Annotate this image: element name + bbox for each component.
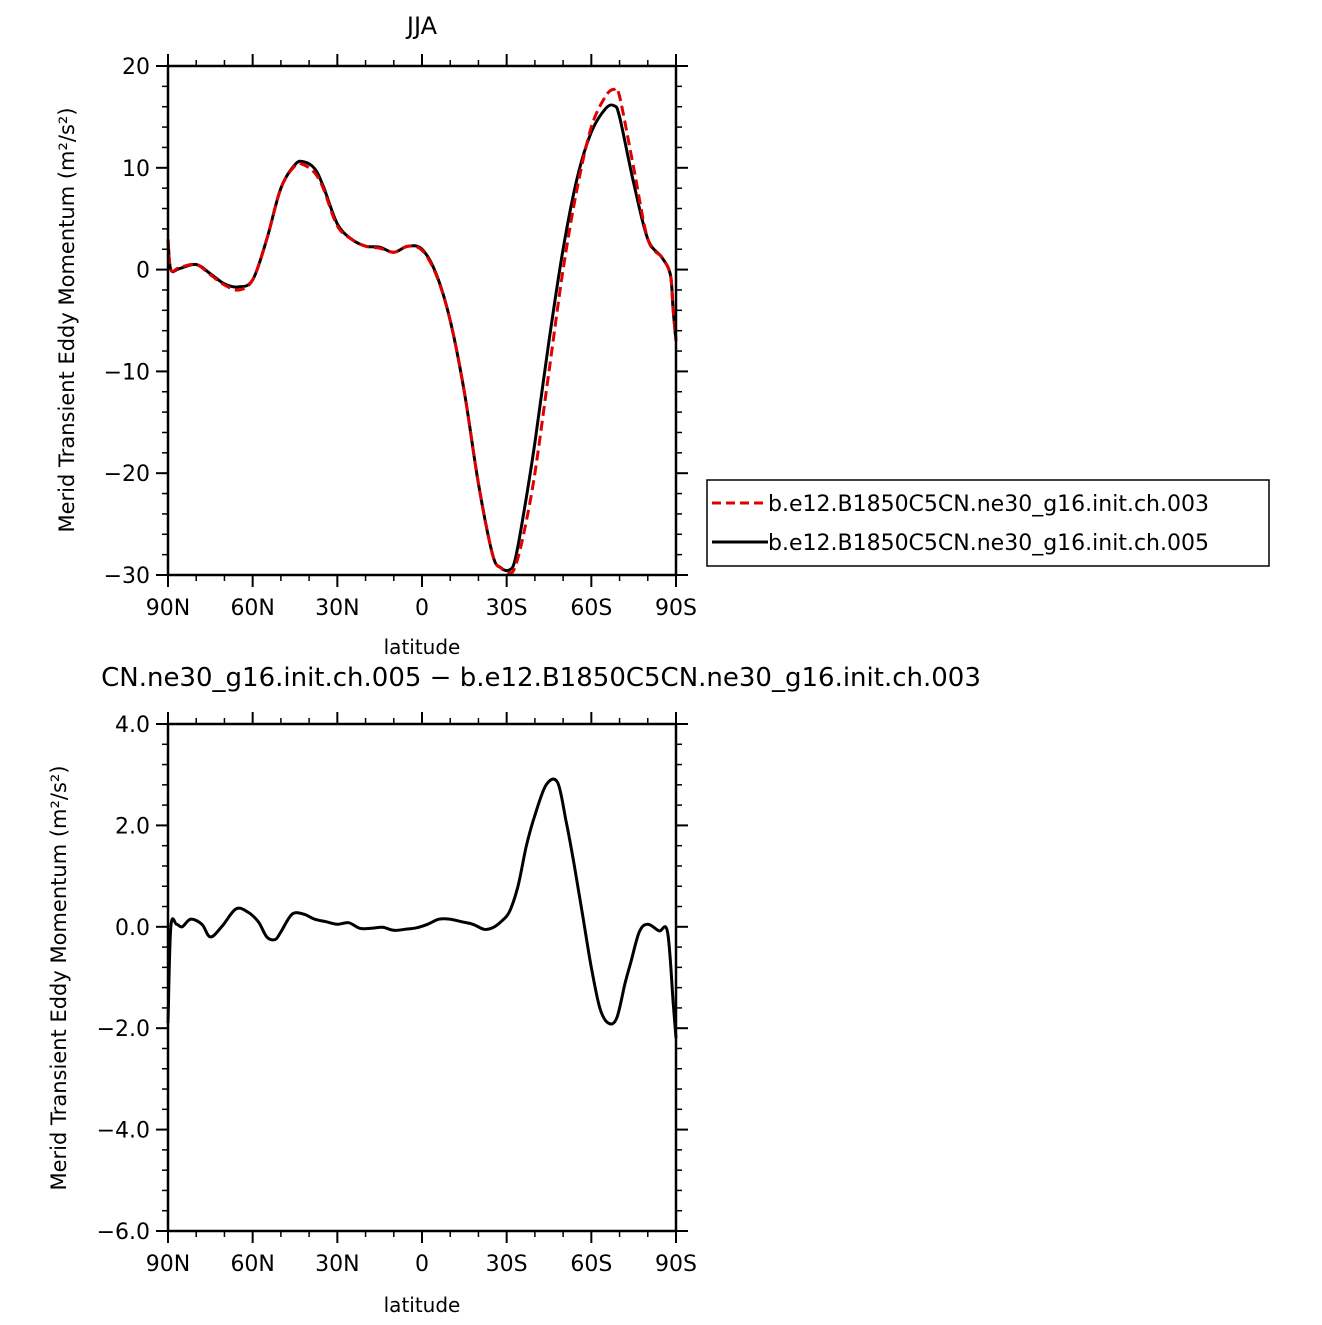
- bottom-y-tick-label: −4.0: [97, 1119, 150, 1144]
- bottom-x-tick-label: 30N: [315, 1252, 359, 1277]
- bottom-y-tick-label: −2.0: [97, 1017, 150, 1042]
- bottom-x-tick-label: 60N: [230, 1252, 274, 1277]
- top-title: JJA: [405, 12, 438, 40]
- top-panel: JJA 90N 60N 30N 0 30S 60S 90S 20 10 0 −10 −20 −30 la…: [55, 12, 697, 659]
- top-y-axis-label: Merid Transient Eddy Momentum (m²/s²): [55, 107, 79, 532]
- top-y-tick-label: 10: [122, 157, 150, 182]
- bottom-x-tick-label: 0: [415, 1252, 429, 1277]
- legend-label-005: b.e12.B1850C5CN.ne30_g16.init.ch.005: [768, 531, 1209, 556]
- top-plot-frame: [166, 64, 678, 577]
- legend-box: [706, 479, 1270, 567]
- legend-label-003: b.e12.B1850C5CN.ne30_g16.init.ch.003: [768, 492, 1209, 517]
- bottom-series-line-0: [166, 777, 678, 1039]
- bottom-y-tick-label: 4.0: [115, 713, 150, 738]
- bottom-ticks: 90N 60N 30N 0 30S 60S 90S 4.0 2.0 0.0 −2.0 −4.0 −6.0: [97, 712, 697, 1277]
- bottom-x-tick-label: 60S: [570, 1252, 612, 1277]
- top-series-line-1: [166, 103, 678, 573]
- top-series: [166, 86, 678, 575]
- bottom-title: CN.ne30_g16.init.ch.005 − b.e12.B1850C5C…: [101, 663, 981, 693]
- bottom-x-tick-label: 90S: [655, 1252, 697, 1277]
- top-x-tick-label: 60N: [230, 596, 274, 621]
- top-series-line-0: [166, 86, 678, 575]
- top-x-tick-label: 60S: [570, 596, 612, 621]
- top-y-tick-label: 20: [122, 55, 150, 80]
- top-x-tick-label: 30S: [486, 596, 528, 621]
- bottom-x-tick-label: 90N: [146, 1252, 190, 1277]
- bottom-panel: CN.ne30_g16.init.ch.005 − b.e12.B1850C5C…: [47, 663, 981, 1317]
- top-y-tick-label: 0: [136, 259, 150, 284]
- bottom-y-axis-label: Merid Transient Eddy Momentum (m²/s²): [47, 765, 71, 1190]
- top-y-tick-label: −20: [104, 462, 150, 487]
- top-x-tick-label: 30N: [315, 596, 359, 621]
- top-ticks: 90N 60N 30N 0 30S 60S 90S 20 10 0 −10 −20 −30: [104, 54, 697, 621]
- top-x-axis-label: latitude: [384, 635, 461, 659]
- bottom-y-tick-label: 0.0: [115, 916, 150, 941]
- top-y-tick-label: −30: [104, 564, 150, 589]
- top-x-tick-label: 0: [415, 596, 429, 621]
- top-y-tick-label: −10: [104, 360, 150, 385]
- bottom-y-tick-label: 2.0: [115, 814, 150, 839]
- bottom-y-tick-label: −6.0: [97, 1220, 150, 1245]
- bottom-x-axis-label: latitude: [384, 1293, 461, 1317]
- top-x-tick-label: 90S: [655, 596, 697, 621]
- top-x-tick-label: 90N: [146, 596, 190, 621]
- bottom-x-tick-label: 30S: [486, 1252, 528, 1277]
- legend: b.e12.B1850C5CN.ne30_g16.init.ch.003 b.e…: [706, 479, 1270, 567]
- bottom-plot-frame: [166, 722, 678, 1233]
- bottom-series: [166, 777, 678, 1039]
